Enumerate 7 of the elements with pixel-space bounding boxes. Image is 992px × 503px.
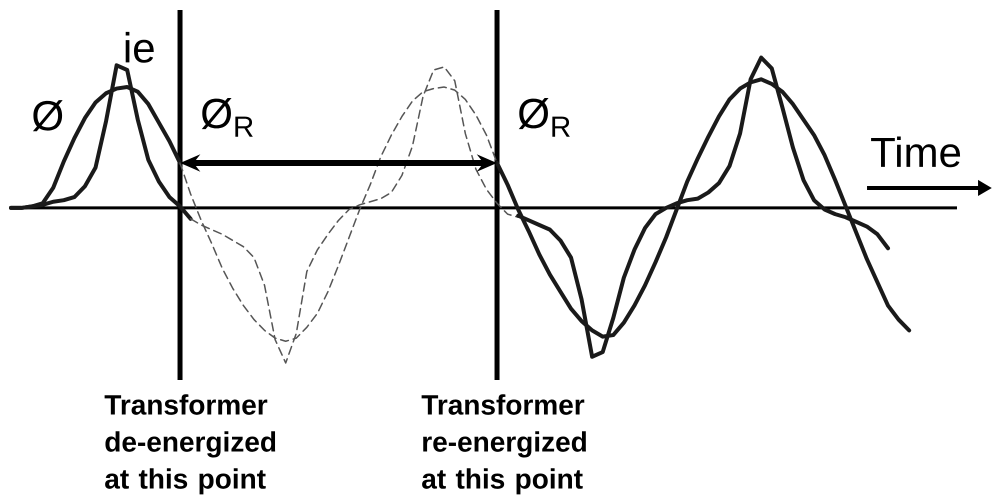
series-label: ie	[126, 32, 154, 63]
text: Transformer re-energized at this point	[422, 394, 586, 494]
annotation: Ø$_{R}$	[518, 98, 570, 137]
text: Transformer de-energized at this point	[104, 394, 276, 494]
series-label: Ø	[32, 100, 63, 132]
annotation: Ø$_{R}$	[202, 98, 253, 137]
x-axis-title: Time	[871, 136, 960, 168]
